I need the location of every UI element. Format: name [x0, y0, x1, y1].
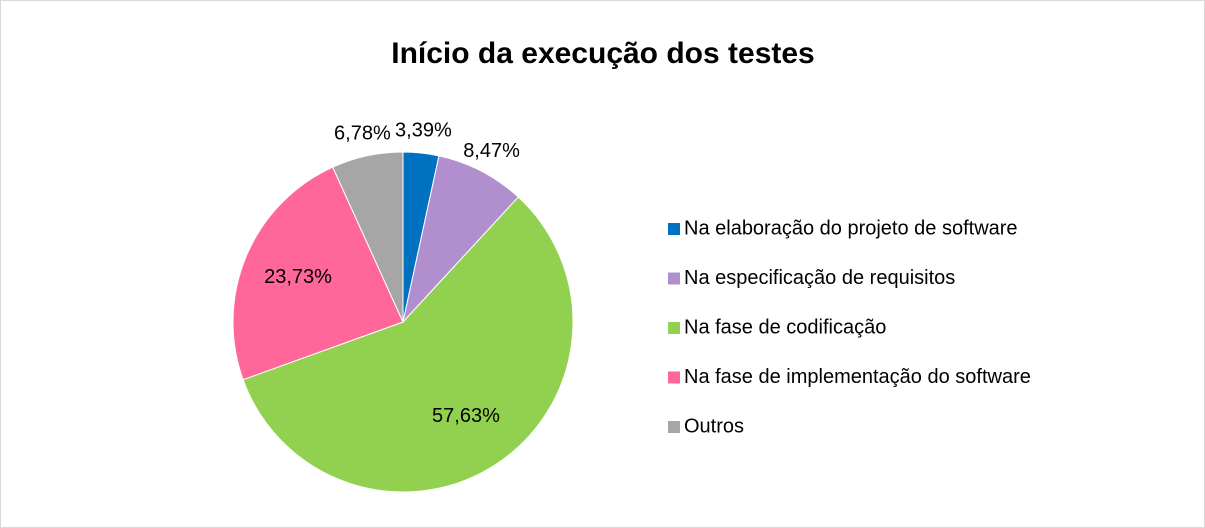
pie-slice: [332, 151, 404, 323]
pie-slice: [232, 166, 404, 381]
data-label: 23,73%: [264, 266, 332, 288]
legend-swatch: [668, 371, 680, 384]
legend-swatch: [668, 223, 680, 235]
data-label: 57,63%: [432, 405, 500, 427]
legend-swatch: [668, 272, 680, 285]
legend-label: Na elaboração do projeto de software: [684, 217, 1018, 239]
data-label: 3,39%: [395, 119, 452, 141]
data-label: 8,47%: [463, 140, 520, 162]
chart-title: Início da execução dos testes: [391, 37, 815, 70]
legend-swatch: [668, 322, 680, 334]
legend-label: Na fase de codificação: [684, 316, 886, 338]
legend-label: Na especificação de requisitos: [684, 267, 955, 289]
pie-slice: [402, 155, 519, 324]
legend-label: Outros: [684, 415, 744, 437]
pie-slice: [242, 196, 574, 493]
data-label: 6,78%: [334, 123, 391, 145]
legend-swatch: [668, 421, 680, 433]
legend-label: Na fase de implementação do software: [684, 366, 1031, 388]
